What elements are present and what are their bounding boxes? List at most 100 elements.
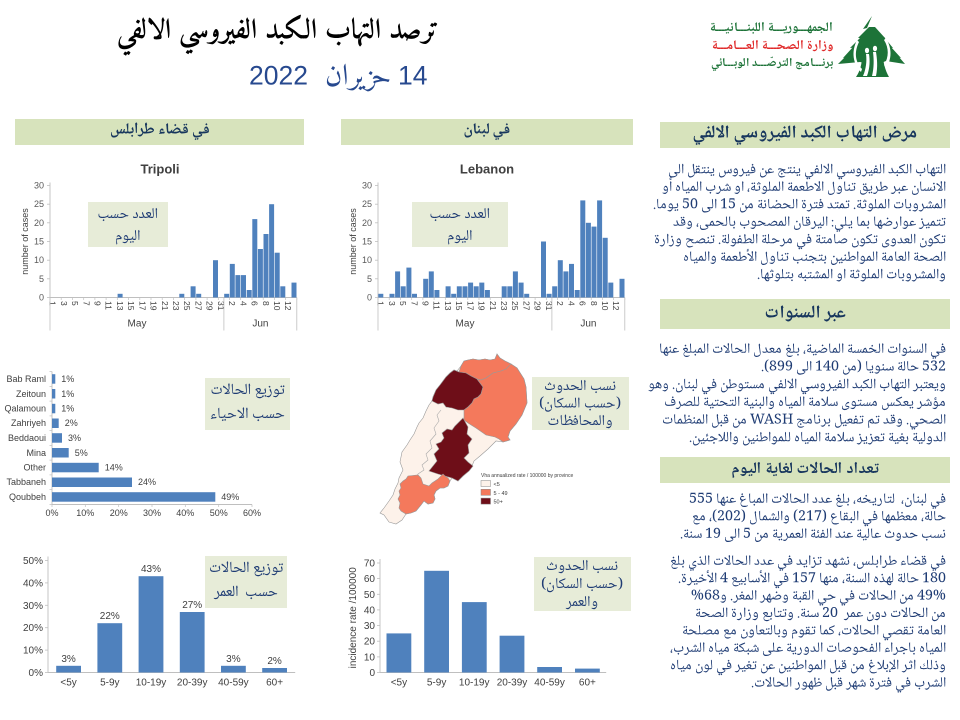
svg-text:60+: 60+ [266,678,283,689]
svg-text:Jun: Jun [252,319,268,330]
svg-text:Qalamoun: Qalamoun [4,404,46,414]
svg-text:Bab Raml: Bab Raml [6,374,46,384]
svg-text:3%: 3% [226,654,241,665]
svg-text:11: 11 [104,301,114,310]
svg-text:10%: 10% [23,646,43,657]
svg-text:27%: 27% [182,600,202,611]
svg-text:<5y: <5y [60,678,76,689]
svg-text:40%: 40% [23,578,43,589]
svg-text:60: 60 [364,574,376,585]
svg-text:2: 2 [227,301,237,306]
svg-text:4: 4 [238,301,248,306]
svg-text:number of cases: number of cases [348,208,358,275]
svg-text:3%: 3% [68,433,81,443]
svg-text:1: 1 [376,301,386,306]
svg-text:9: 9 [93,301,103,306]
svg-text:May: May [456,319,475,330]
svg-text:40%: 40% [176,508,194,518]
svg-text:<5y: <5y [391,678,407,689]
svg-text:5-9y: 5-9y [427,678,446,689]
svg-text:Jun: Jun [580,319,596,330]
svg-text:15: 15 [34,237,44,247]
svg-text:3%: 3% [61,654,76,665]
svg-text:20: 20 [364,637,376,648]
svg-text:17: 17 [137,301,147,311]
svg-text:Zahriyeh: Zahriyeh [11,418,46,428]
svg-text:6: 6 [578,301,588,306]
svg-text:30: 30 [34,181,44,191]
svg-text:number of cases: number of cases [20,208,30,275]
svg-text:19: 19 [477,301,487,311]
svg-text:5%: 5% [75,448,88,458]
svg-text:23: 23 [499,301,509,311]
svg-text:5: 5 [70,301,80,306]
svg-text:30%: 30% [23,601,43,612]
svg-text:2%: 2% [65,418,78,428]
svg-text:6: 6 [250,301,260,306]
svg-text:49%: 49% [221,492,239,502]
svg-text:13: 13 [443,301,453,311]
svg-text:15: 15 [126,301,136,311]
svg-text:3: 3 [59,301,69,306]
svg-text:21: 21 [488,301,498,311]
svg-text:50: 50 [364,590,376,601]
svg-text:0: 0 [39,293,44,303]
svg-text:25: 25 [34,199,44,209]
svg-text:5 - 49: 5 - 49 [494,491,508,497]
svg-text:8: 8 [589,301,599,306]
svg-text:20%: 20% [23,623,43,634]
svg-text:29: 29 [205,301,215,311]
svg-text:30: 30 [364,621,376,632]
svg-text:30%: 30% [143,508,161,518]
svg-text:Tabbaneh: Tabbaneh [6,477,46,487]
svg-text:May: May [128,319,147,330]
svg-text:Beddaoui: Beddaoui [8,433,46,443]
svg-text:25: 25 [362,199,372,209]
svg-text:10: 10 [600,301,610,311]
svg-text:24%: 24% [138,477,156,487]
svg-text:14: 14 [398,61,427,91]
svg-text:21: 21 [160,301,170,311]
svg-text:0%: 0% [45,508,58,518]
svg-text:20-39y: 20-39y [497,678,528,689]
svg-text:5: 5 [367,274,372,284]
svg-text:Lebanon: Lebanon [460,162,514,177]
svg-text:17: 17 [465,301,475,311]
svg-text:0%: 0% [29,668,44,679]
svg-text:50+: 50+ [494,500,503,506]
svg-text:25: 25 [182,301,192,311]
svg-text:Zeitoun: Zeitoun [16,389,46,399]
svg-text:9: 9 [421,301,431,306]
svg-text:15: 15 [362,237,372,247]
svg-text:10%: 10% [76,508,94,518]
svg-text:0: 0 [369,668,375,679]
svg-text:10: 10 [362,255,372,265]
svg-text:20: 20 [34,218,44,228]
svg-text:2022: 2022 [249,61,308,91]
svg-text:20: 20 [362,218,372,228]
svg-text:50%: 50% [210,508,228,518]
svg-text:Other: Other [23,463,46,473]
svg-text:4: 4 [566,301,576,306]
svg-text:1%: 1% [61,374,74,384]
svg-text:<5: <5 [494,482,500,488]
svg-text:7: 7 [81,301,91,306]
svg-text:14%: 14% [105,463,123,473]
svg-text:22%: 22% [100,611,120,622]
svg-text:5-9y: 5-9y [100,678,119,689]
svg-text:2%: 2% [267,656,282,667]
svg-text:12: 12 [283,301,293,311]
svg-text:8: 8 [261,301,271,306]
svg-text:10-19y: 10-19y [136,678,167,689]
svg-text:5: 5 [39,274,44,284]
svg-text:20%: 20% [110,508,128,518]
svg-text:7: 7 [409,301,419,306]
svg-text:Vha annualized rate / 100000 b: Vha annualized rate / 100000 by province [481,473,574,479]
svg-text:1: 1 [48,301,58,306]
svg-text:2: 2 [555,301,565,306]
svg-text:12: 12 [611,301,621,311]
svg-text:20-39y: 20-39y [177,678,208,689]
svg-text:43%: 43% [141,564,161,575]
svg-text:5: 5 [398,301,408,306]
svg-text:Qoubbeh: Qoubbeh [9,492,46,502]
